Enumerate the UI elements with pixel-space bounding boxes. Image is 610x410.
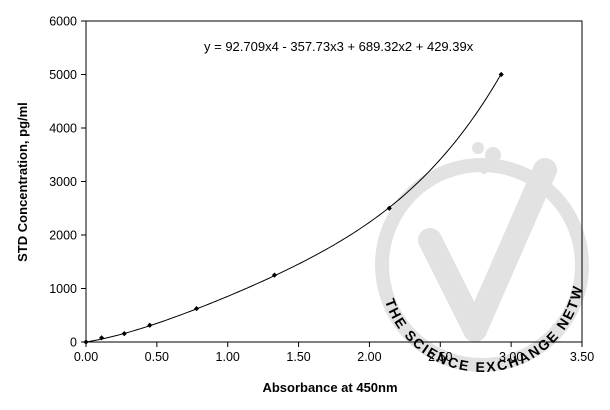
- x-tick-label: 0.50: [145, 350, 169, 364]
- data-point: [498, 71, 504, 78]
- data-point: [147, 322, 153, 328]
- y-tick-label: 6000: [49, 15, 77, 29]
- y-tick-label: 2000: [49, 229, 77, 243]
- watermark-text: THE SCIENCE EXCHANGE NETWORK: [0, 0, 584, 375]
- plot-frame: [85, 20, 583, 343]
- plot-area: [85, 20, 583, 343]
- y-tick-label: 4000: [49, 122, 77, 136]
- watermark-logo: THE SCIENCE EXCHANGE NETWORK: [0, 0, 589, 375]
- x-tick-label: 2.50: [428, 350, 452, 364]
- watermark-dot: [472, 142, 484, 154]
- x-axis-ticks: 0.00 0.50 1.00 1.50 2.00 2.50 3.00 3.50: [74, 342, 594, 364]
- x-tick-label: 3.50: [570, 350, 594, 364]
- data-point: [386, 205, 392, 211]
- y-tick-label: 1000: [49, 282, 77, 296]
- y-axis-title: STD Concentration, pg/ml: [15, 102, 30, 262]
- x-tick-label: 0.00: [74, 350, 98, 364]
- x-tick-label: 3.00: [499, 350, 523, 364]
- data-points: [83, 71, 504, 345]
- x-tick-label: 2.00: [357, 350, 381, 364]
- x-tick-label: 1.50: [286, 350, 310, 364]
- watermark-checkmark: [418, 158, 557, 342]
- trendline: [85, 73, 502, 343]
- data-point: [271, 272, 278, 278]
- watermark-dot: [480, 166, 488, 174]
- data-point: [98, 335, 105, 341]
- y-tick-label: 3000: [49, 175, 77, 189]
- equation-label: y = 92.709x4 - 357.73x3 + 689.32x2 + 429…: [204, 39, 474, 54]
- y-tick-label: 0: [70, 336, 77, 350]
- watermark-dot: [485, 147, 501, 163]
- data-point: [193, 305, 200, 312]
- y-tick-label: 5000: [49, 68, 77, 82]
- data-point: [83, 339, 89, 345]
- y-axis-ticks: 0 1000 2000 3000 4000 5000 6000: [49, 15, 86, 350]
- x-tick-label: 1.00: [216, 350, 240, 364]
- data-point: [121, 331, 127, 337]
- x-axis-title: Absorbance at 450nm: [262, 380, 397, 395]
